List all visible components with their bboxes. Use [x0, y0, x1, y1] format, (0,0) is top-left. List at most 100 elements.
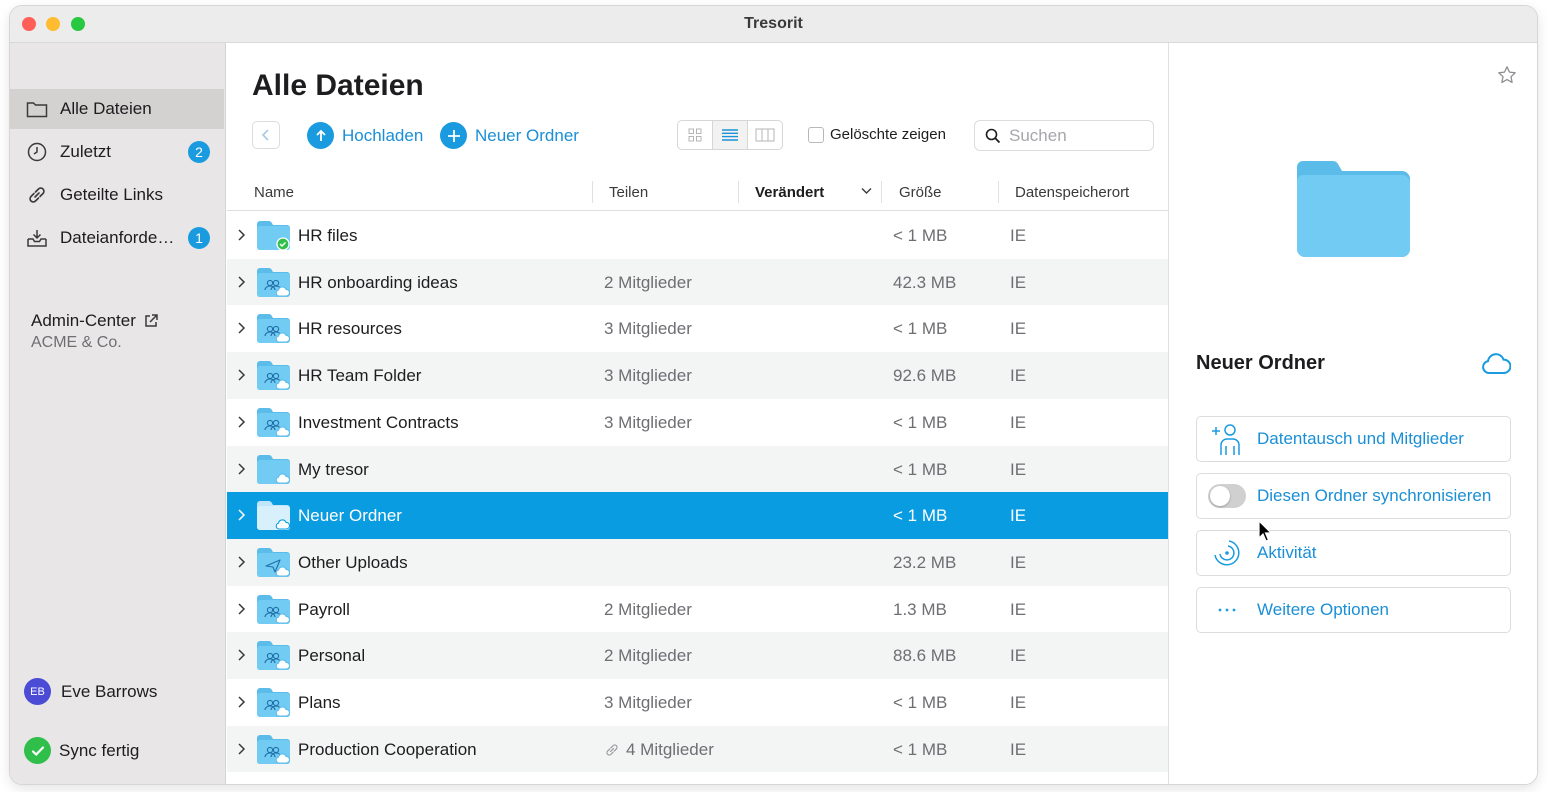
upload-label: Hochladen: [342, 125, 424, 145]
share-members-count: 3 Mitglieder: [604, 319, 692, 339]
show-deleted-toggle[interactable]: Gelöschte zeigen: [808, 126, 946, 143]
link-icon: [604, 742, 620, 758]
chevron-right-icon[interactable]: [237, 320, 246, 340]
file-name: HR Team Folder: [298, 366, 422, 386]
file-name: HR files: [298, 226, 358, 245]
back-button[interactable]: [252, 121, 280, 149]
sidebar-item-recent[interactable]: Zuletzt 2: [10, 132, 224, 172]
search-input[interactable]: [1009, 125, 1139, 146]
table-row[interactable]: Other Uploads 23.2 MB IE: [227, 538, 1168, 586]
column-header-location[interactable]: Datenspeicherort: [1015, 184, 1130, 201]
file-name: Payroll: [298, 599, 350, 619]
file-size: < 1 MB: [893, 459, 948, 479]
file-size: < 1 MB: [893, 412, 948, 432]
table-row[interactable]: Plans 3 Mitglieder < 1 MB IE: [227, 679, 1168, 726]
minimize-window-button[interactable]: [46, 17, 60, 31]
table-row[interactable]: Payroll 2 Mitglieder 1.3 MB IE: [227, 586, 1168, 633]
sidebar-item-label: Alle Dateien: [60, 99, 152, 118]
file-size: 42.3 MB: [893, 272, 957, 292]
file-name: Plans: [298, 693, 341, 712]
count-badge: 2: [188, 141, 210, 163]
organization-name: ACME & Co.: [31, 334, 122, 351]
share-members-button[interactable]: Datentausch und Mitglieder: [1196, 416, 1511, 462]
sync-toggle[interactable]: [1208, 484, 1246, 508]
zoom-window-button[interactable]: [71, 17, 85, 31]
sync-folder-button[interactable]: Diesen Ordner synchronisieren: [1196, 473, 1511, 519]
chevron-right-icon[interactable]: [237, 274, 246, 294]
file-name: Personal: [298, 646, 366, 666]
column-divider[interactable]: [881, 181, 882, 203]
sync-status[interactable]: Sync fertig: [24, 737, 139, 764]
table-row[interactable]: Investment Contracts 3 Mitglieder < 1 MB IE: [227, 399, 1168, 446]
more-options-button[interactable]: Weitere Optionen: [1196, 587, 1511, 633]
table-row[interactable]: Neuer Ordner < 1 MB IE: [227, 492, 1168, 539]
column-header-name[interactable]: Name: [254, 184, 295, 201]
app-window: Tresorit Alle Dateien Zuletzt 2 Geteilte…: [10, 6, 1537, 784]
sort-chevron-down-icon[interactable]: [861, 187, 872, 195]
table-row[interactable]: HR onboarding ideas 2 Mitglieder 42.3 MB IE: [227, 258, 1168, 306]
upload-button[interactable]: Hochladen: [307, 122, 423, 149]
chevron-right-icon[interactable]: [237, 367, 246, 387]
activity-icon: [1197, 538, 1257, 568]
list-view-button[interactable]: [713, 121, 748, 149]
column-divider[interactable]: [738, 181, 739, 203]
sidebar-item-file-requests[interactable]: Dateianforde… 1: [10, 218, 224, 258]
column-divider[interactable]: [592, 181, 593, 203]
page-title: Alle Dateien: [252, 69, 424, 102]
chevron-right-icon[interactable]: [237, 694, 246, 714]
new-folder-button[interactable]: Neuer Ordner: [440, 122, 579, 149]
column-header-size[interactable]: Größe: [899, 184, 942, 201]
folder-icon: [256, 687, 291, 717]
file-name: HR onboarding ideas: [298, 272, 458, 292]
folder-icon: [256, 267, 291, 297]
chevron-right-icon[interactable]: [237, 414, 246, 434]
show-deleted-checkbox[interactable]: [808, 126, 824, 143]
storage-location: IE: [1010, 459, 1027, 479]
column-header-share[interactable]: Teilen: [609, 184, 649, 201]
search-icon: [985, 128, 1001, 144]
chevron-right-icon[interactable]: [237, 741, 246, 761]
link-icon: [26, 184, 48, 206]
table-row[interactable]: Production Cooperation 4 Mitglieder < 1 MB…: [227, 725, 1168, 773]
storage-location: IE: [1010, 646, 1027, 666]
file-size: < 1 MB: [893, 226, 948, 245]
count-badge: 1: [188, 227, 210, 249]
file-size: 88.6 MB: [893, 646, 957, 666]
grid-view-button[interactable]: [678, 121, 713, 149]
column-view-button[interactable]: [748, 121, 782, 149]
table-row[interactable]: HR resources 3 Mitglieder < 1 MB IE: [227, 305, 1168, 352]
chevron-right-icon[interactable]: [237, 227, 246, 247]
clock-icon: [26, 141, 48, 163]
file-name: My tresor: [298, 459, 369, 479]
folder-icon: [256, 313, 291, 344]
sidebar-item-shared-links[interactable]: Geteilte Links: [10, 175, 224, 215]
user-account[interactable]: EB Eve Barrows: [24, 678, 157, 705]
file-name: Neuer Ordner: [298, 506, 402, 526]
table-row[interactable]: Personal 2 Mitglieder 88.6 MB IE: [227, 632, 1168, 679]
table-row[interactable]: HR files < 1 MB IE: [227, 212, 1168, 259]
storage-location: IE: [1010, 739, 1027, 759]
admin-center-link[interactable]: Admin-Center: [31, 311, 159, 331]
chevron-right-icon[interactable]: [237, 647, 246, 667]
chevron-right-icon[interactable]: [237, 507, 246, 527]
sync-status-label: Sync fertig: [59, 740, 140, 760]
share-members-count: 3 Mitglieder: [604, 693, 692, 712]
chevron-right-icon[interactable]: [237, 461, 246, 481]
search-box[interactable]: [974, 120, 1154, 151]
column-divider[interactable]: [998, 181, 999, 203]
share-members-count: 3 Mitglieder: [604, 366, 692, 386]
folder-icon: [256, 594, 291, 624]
chevron-right-icon[interactable]: [237, 601, 246, 621]
folder-icon: [256, 454, 291, 484]
sidebar-item-all-files[interactable]: Alle Dateien: [10, 89, 224, 129]
ellipsis-icon: [1197, 607, 1257, 613]
activity-button[interactable]: Aktivität: [1196, 530, 1511, 576]
table-row[interactable]: HR Team Folder 3 Mitglieder 92.6 MB IE: [227, 352, 1168, 399]
table-row[interactable]: My tresor < 1 MB IE: [227, 445, 1168, 493]
favorite-star-icon[interactable]: [1497, 65, 1517, 90]
storage-location: IE: [1010, 552, 1027, 572]
column-header-modified[interactable]: Verändert: [755, 184, 825, 201]
share-members-count: 4 Mitglieder: [626, 739, 714, 759]
close-window-button[interactable]: [22, 17, 36, 31]
chevron-right-icon[interactable]: [237, 554, 246, 574]
